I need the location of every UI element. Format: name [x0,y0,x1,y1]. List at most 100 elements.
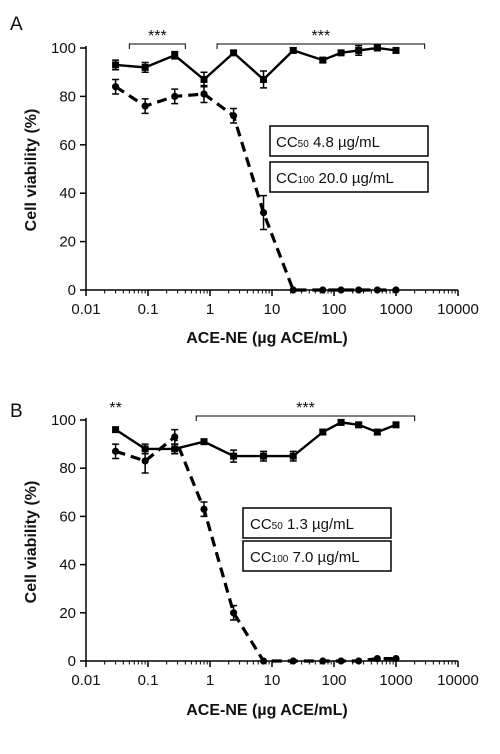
panel-a-y-tick-label: 100 [51,40,76,57]
panel-a-y-tick-label: 60 [59,137,76,154]
panel-b-brackets: ***** [109,400,416,421]
panel-a-significance-label: *** [312,28,331,45]
panel-a-x-tick-label: 0.01 [71,301,100,318]
panel-b-series-control-point [171,433,179,441]
panel-b-cc100-box: CC100 7.0 µg/mL [242,540,392,572]
panel-a-cc100-label: CC100 20.0 µg/mL [276,170,394,187]
panel-a-series-treated-point [260,75,268,83]
panel-a-series-treated-point [112,61,120,69]
panel-a-y-tick-label: 80 [59,88,76,105]
panel-a-series-control-point [259,208,268,217]
panel-b-significance-label: *** [296,400,315,417]
panel-b-series-treated-point [319,428,327,436]
panel-b-series-control-line [115,434,396,663]
panel-a-letter: A [10,14,23,35]
panel-b: B Cell viability (%) ACE-NE (µg ACE/mL) … [10,400,479,719]
panel-a-series-control-point [337,286,345,294]
panel-a-significance-bracket [128,43,186,49]
panel-a-series-treated [112,44,400,89]
panel-a-x-tick-label: 1000 [379,301,412,318]
panel-b-series-treated-point [171,445,179,453]
panel-b-series-treated-point [289,452,297,460]
panel-b-series-treated-point [337,418,345,426]
panel-b-series-control-point [111,447,120,455]
panel-b-series-control-point [319,657,327,665]
panel-a-series-treated-point [392,46,400,54]
panel-a-cc100-box: CC100 20.0 µg/mL [269,161,429,193]
panel-b-x-tick-label: 10000 [437,672,479,689]
panel-a-brackets: *** *** [128,28,426,49]
panel-b-series-control-point [141,457,149,465]
panel-b-series-control-point [392,654,400,663]
panel-a-series-treated-point [171,51,179,59]
panel-b-series-treated-point [112,426,120,434]
panel-a-x-axis-title: ACE-NE (µg ACE/mL) [186,330,348,347]
panel-b-series-treated-point [373,428,381,436]
panel-a-x-tick-label: 10000 [437,301,479,318]
panel-b-series-control-point [200,505,208,513]
panel-a-series-control-point [373,286,381,294]
panel-b-x-tick-label: 100 [321,672,346,689]
panel-a-x-tick-label: 1 [206,301,214,318]
panel-a-y-tick-label: 20 [59,234,76,251]
panel-b-series-treated-point [355,421,363,429]
panel-b-series-control-point [289,657,297,665]
panel-a-series-treated-point [337,49,345,57]
panel-b-series-control [111,428,400,665]
panel-b-letter: B [10,401,23,422]
panel-a-series-control-point [229,112,238,120]
panel-a-significance-label: *** [148,28,167,45]
panel-a-series-control-point [111,83,120,91]
panel-b-x-tick-label: 0.1 [138,672,159,689]
panel-a-series-control-point [355,286,363,294]
panel-b-y-tick-label: 0 [68,653,76,670]
panel-a-series-treated-point [319,56,327,64]
panel-a-cc50-box: CC50 4.8 µg/mL [269,125,429,157]
panel-b-x-tick-label: 1 [206,672,214,689]
panel-a-series-treated-point [355,46,363,54]
panel-b-x-tick-label: 0.01 [71,672,100,689]
panel-b-series-treated-line [114,421,397,458]
panel-a-x-tick-label: 10 [264,301,281,318]
panel-b-series-control-point [355,657,363,665]
panel-b-series-treated [112,418,400,463]
panel-b-series-control-point [259,657,268,665]
panel-b-series-treated-point [260,452,268,460]
panel-a-significance-bracket [216,43,426,49]
panel-b-x-tick-label: 10 [264,672,281,689]
panel-b-x-tick-label: 1000 [379,672,412,689]
panel-b-y-tick-label: 60 [59,508,76,525]
panel-a-series-treated-point [373,44,381,52]
panel-b-y-tick-label: 100 [51,412,76,429]
panel-a-series-treated-point [289,46,297,54]
panel-a-series-control-point [289,286,297,294]
panel-a-series-control-point [141,102,149,110]
panel-a-x-tick-label: 100 [321,301,346,318]
panel-a-series-treated-point [230,49,238,57]
panel-b-y-tick-label: 40 [59,557,76,574]
panel-b-x-axis-title: ACE-NE (µg ACE/mL) [186,702,348,719]
panel-a-series [111,44,400,294]
panel-a-y-axis-title: Cell viability (%) [23,109,40,232]
panel-b-series-control-point [229,609,238,617]
panel-b-y-axis-title: Cell viability (%) [23,481,40,604]
panel-a-series-control-point [200,90,208,98]
panel-b-y-tick-label: 80 [59,460,76,477]
panel-a-series-treated-point [141,63,149,71]
panel-b-series-control-point [337,657,345,665]
panel-b-series-treated-point [392,421,400,429]
panel-b-cc50-box: CC50 1.3 µg/mL [242,507,392,539]
panel-b-axes: 0 20 40 60 80 100 0.01 0.1 1 10 100 1000 10000 [51,412,479,689]
panel-a-series-control [111,78,400,294]
panel-a-series-treated-line [115,46,397,82]
panel-b-cc100-label: CC100 7.0 µg/mL [250,549,360,566]
panel-b-series-treated-point [230,452,238,460]
panel-b-series [111,418,400,665]
panel-a: A Cell viability (%) ACE-NE (µg ACE/mL) … [10,14,479,347]
panel-b-significance-bracket [195,415,416,421]
panel-a-series-treated-point [200,75,208,83]
panel-a-series-control-point [171,92,179,100]
panel-a-series-control-point [392,286,400,294]
panel-b-series-treated-point [200,438,208,446]
